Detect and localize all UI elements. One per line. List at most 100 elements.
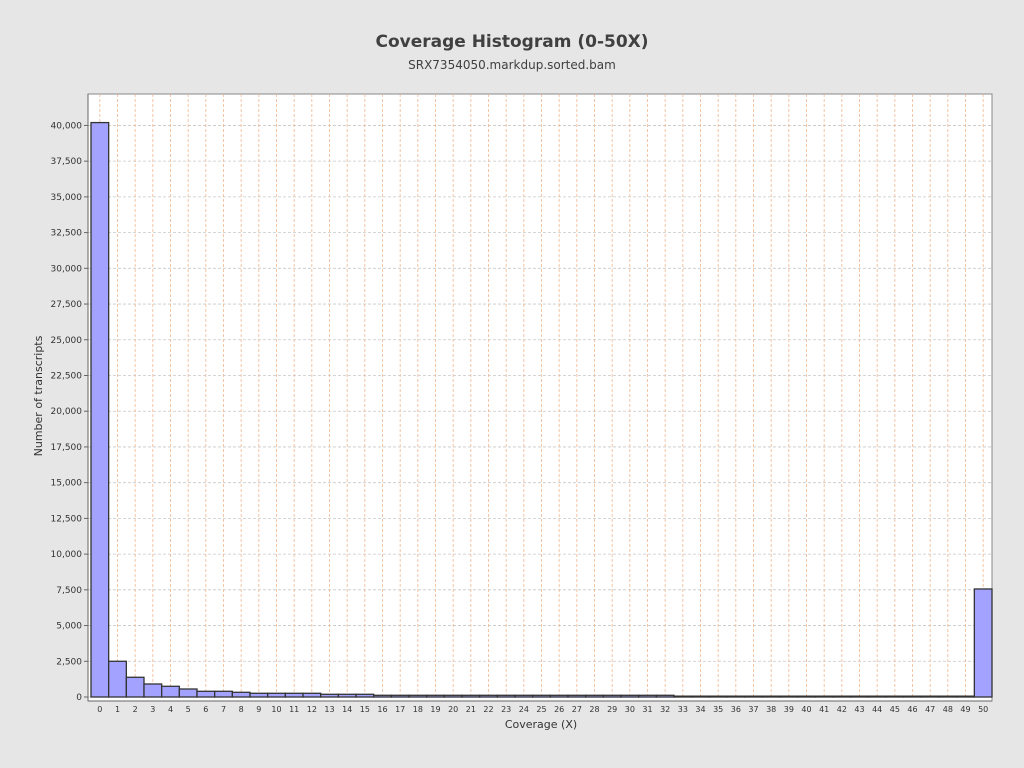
x-tick-label: 9	[256, 705, 261, 714]
bar-27	[567, 694, 587, 698]
x-tick-label: 23	[501, 705, 511, 714]
bar-44	[867, 695, 887, 698]
x-tick-label: 17	[395, 705, 405, 714]
bar-35	[708, 695, 728, 698]
bar-33	[673, 695, 693, 698]
y-tick-label: 20,000	[51, 407, 83, 417]
x-tick-label: 20	[448, 705, 458, 714]
x-tick-label: 28	[589, 705, 599, 714]
bar-49	[956, 695, 975, 698]
x-tick-label: 45	[890, 705, 900, 714]
bar-19	[426, 694, 445, 698]
x-tick-label: 43	[854, 705, 864, 714]
bar-12	[302, 692, 322, 698]
bar-20	[443, 694, 463, 698]
bar-22	[479, 694, 498, 698]
x-tick-label: 50	[978, 705, 988, 714]
bar-4	[161, 685, 180, 698]
bar-25	[532, 694, 551, 698]
y-tick-label: 32,500	[51, 229, 83, 239]
y-tick-label: 5,000	[56, 622, 82, 632]
bar-37	[744, 695, 763, 698]
bar-18	[408, 694, 428, 698]
x-tick-label: 3	[150, 705, 155, 714]
bar-5	[178, 688, 198, 698]
bar-48	[938, 695, 958, 698]
x-tick-label: 36	[731, 705, 741, 714]
x-tick-label: 10	[271, 705, 281, 714]
bar-43	[850, 695, 869, 698]
y-tick-label: 7,500	[56, 586, 82, 596]
y-tick-label: 0	[76, 693, 82, 703]
x-tick-label: 19	[430, 705, 440, 714]
x-tick-label: 8	[239, 705, 244, 714]
x-tick-label: 6	[203, 705, 208, 714]
x-tick-label: 2	[133, 705, 138, 714]
x-tick-label: 11	[289, 705, 299, 714]
y-tick-label: 27,500	[51, 300, 83, 310]
y-tick-label: 10,000	[51, 550, 83, 560]
bar-28	[585, 694, 604, 698]
x-tick-label: 35	[713, 705, 723, 714]
x-tick-label: 5	[186, 705, 191, 714]
bar-8	[231, 691, 251, 698]
x-tick-label: 30	[625, 705, 635, 714]
y-tick-label: 2,500	[56, 657, 82, 667]
bar-36	[726, 695, 746, 698]
bar-1	[108, 660, 127, 698]
x-tick-label: 38	[766, 705, 776, 714]
bar-47	[920, 695, 940, 698]
y-tick-label: 12,500	[51, 514, 83, 524]
x-tick-label: 4	[168, 705, 173, 714]
x-tick-label: 27	[572, 705, 582, 714]
y-tick-label: 15,000	[51, 479, 83, 489]
x-tick-label: 48	[943, 705, 953, 714]
bar-16	[373, 694, 392, 698]
x-tick-label: 15	[360, 705, 370, 714]
x-tick-label: 46	[907, 705, 917, 714]
bar-29	[602, 694, 622, 698]
x-tick-label: 25	[536, 705, 546, 714]
bar-2	[125, 676, 145, 698]
x-tick-label: 49	[960, 705, 970, 714]
bar-11	[284, 692, 304, 698]
bar-31	[638, 694, 657, 698]
bar-21	[461, 694, 481, 698]
bar-24	[514, 694, 534, 698]
y-tick-label: 25,000	[51, 336, 83, 346]
x-axis-label: Coverage (X)	[505, 718, 577, 731]
bar-46	[903, 695, 922, 698]
bar-23	[496, 694, 516, 698]
x-tick-label: 39	[784, 705, 794, 714]
x-tick-label: 21	[466, 705, 476, 714]
x-tick-label: 31	[642, 705, 652, 714]
y-tick-label: 22,500	[51, 371, 83, 381]
x-tick-label: 41	[819, 705, 829, 714]
x-tick-label: 1	[115, 705, 120, 714]
bar-15	[355, 693, 375, 698]
bar-39	[779, 695, 799, 698]
bar-13	[320, 693, 339, 698]
x-tick-label: 7	[221, 705, 226, 714]
x-tick-label: 18	[413, 705, 423, 714]
x-tick-label: 24	[519, 705, 529, 714]
x-tick-label: 40	[801, 705, 811, 714]
chart-title: Coverage Histogram (0-50X)	[375, 32, 649, 52]
bar-17	[390, 694, 410, 698]
y-axis-label: Number of transcripts	[32, 335, 45, 456]
x-tick-label: 26	[554, 705, 564, 714]
bar-40	[797, 695, 816, 698]
bar-6	[196, 690, 216, 698]
bar-50	[973, 588, 993, 698]
x-tick-label: 33	[678, 705, 688, 714]
bar-7	[214, 690, 233, 698]
y-tick-label: 17,500	[51, 443, 83, 453]
x-tick-label: 0	[97, 705, 102, 714]
y-tick-label: 40,000	[51, 121, 83, 131]
y-tick-label: 35,000	[51, 193, 83, 203]
x-tick-label: 22	[483, 705, 493, 714]
chart-subtitle: SRX7354050.markdup.sorted.bam	[408, 58, 616, 72]
bar-14	[337, 693, 357, 698]
bar-42	[832, 695, 852, 698]
bar-45	[885, 695, 905, 698]
